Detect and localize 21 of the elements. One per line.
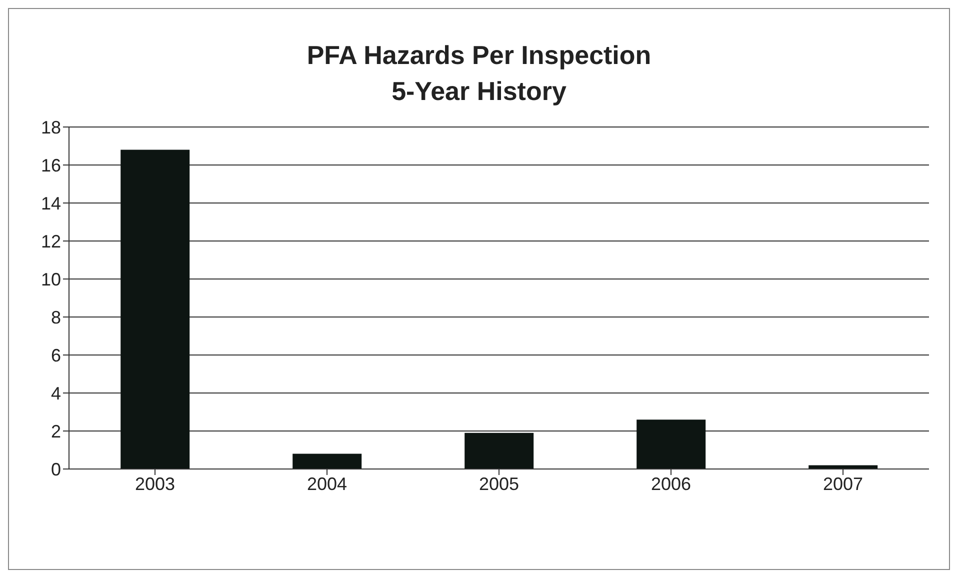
bar	[292, 454, 362, 469]
bar	[808, 465, 878, 469]
y-tick-label: 4	[50, 383, 61, 404]
y-tick-label: 6	[50, 345, 61, 366]
x-tick-label: 2007	[822, 474, 864, 494]
x-tick-label: 2003	[134, 474, 176, 494]
bar	[464, 432, 534, 469]
y-tick-label: 0	[50, 459, 61, 480]
y-tick-label: 18	[40, 117, 61, 138]
chart-title: PFA Hazards Per Inspection 5-Year History	[306, 39, 652, 108]
y-tick-label: 14	[40, 193, 61, 214]
x-tick-label: 2004	[306, 474, 348, 494]
y-tick-label: 10	[40, 269, 61, 290]
y-tick-label: 2	[50, 421, 61, 442]
y-tick-label: 12	[40, 231, 61, 252]
y-tick-label: 16	[40, 155, 61, 176]
x-tick-label: 2005	[478, 474, 520, 494]
bar	[120, 150, 190, 469]
x-tick-label: 2006	[650, 474, 692, 494]
y-tick-label: 8	[50, 307, 61, 328]
bar	[636, 420, 706, 469]
